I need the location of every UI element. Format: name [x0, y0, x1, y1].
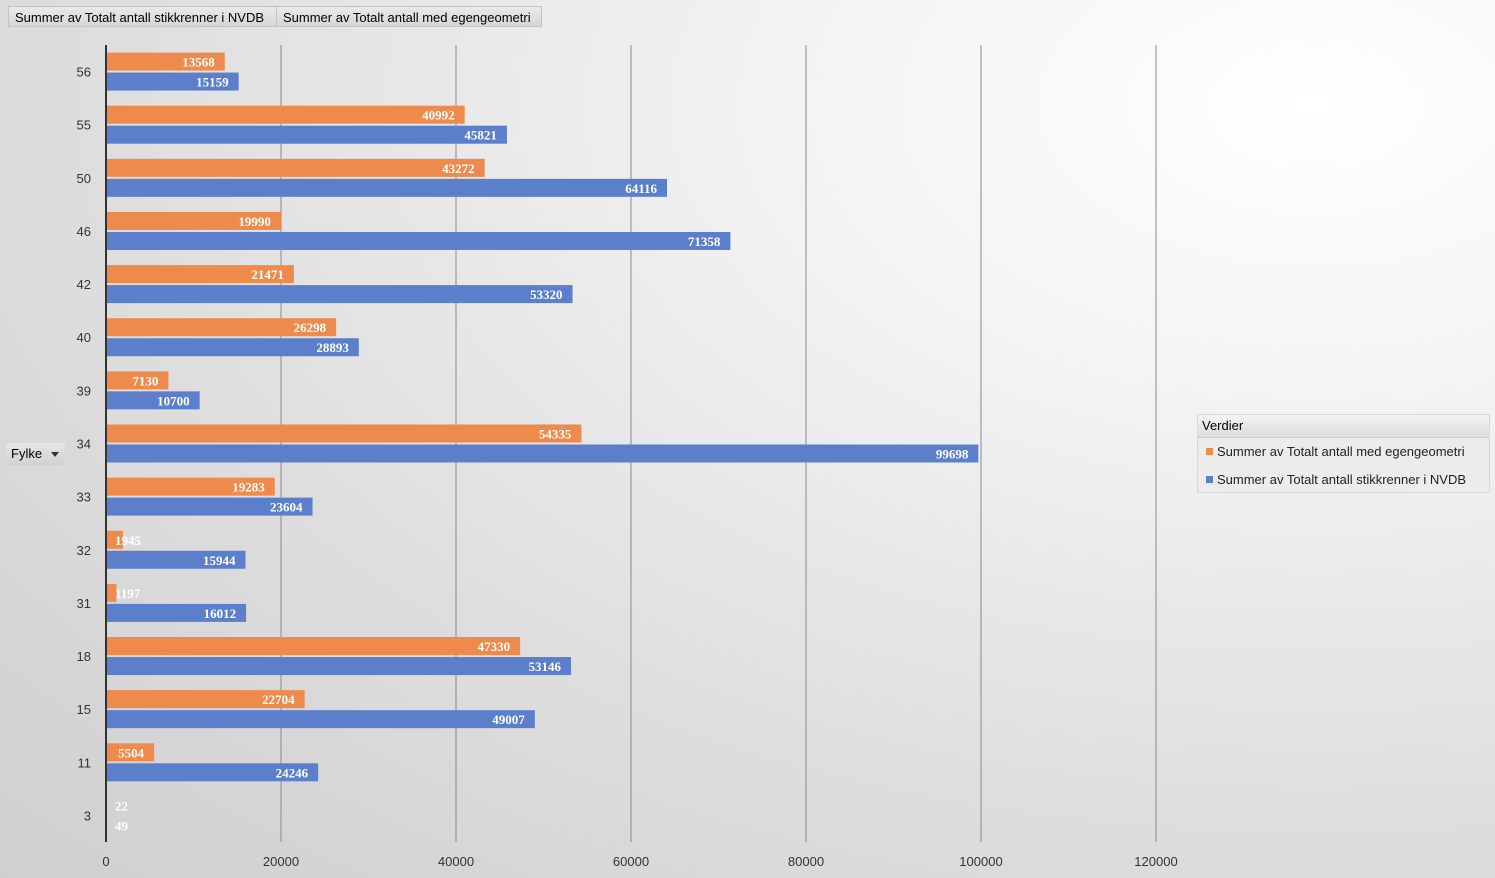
- bar: [106, 497, 313, 516]
- y-tick-label: 40: [77, 330, 91, 345]
- y-tick-label: 11: [78, 755, 92, 770]
- legend-item-egengeometri: Summer av Totalt antall med egengeometri: [1206, 444, 1465, 459]
- y-tick-label: 50: [77, 171, 91, 186]
- bar: [106, 424, 582, 443]
- y-tick-label: 32: [77, 543, 91, 558]
- data-label: 1945: [115, 533, 142, 548]
- x-tick-label: 120000: [1134, 854, 1177, 869]
- x-tick-label: 0: [102, 854, 109, 869]
- bar: [106, 211, 281, 230]
- data-label: 7130: [132, 373, 158, 388]
- y-tick-label: 46: [77, 224, 91, 239]
- x-tick-label: 100000: [959, 854, 1002, 869]
- data-label: 19990: [238, 214, 271, 229]
- field-button-egengeometri[interactable]: Summer av Totalt antall med egengeometri: [276, 6, 542, 27]
- bar: [106, 158, 485, 177]
- bar: [106, 637, 521, 656]
- bar: [106, 371, 169, 390]
- data-label: 22: [115, 798, 128, 813]
- data-label: 49: [115, 818, 129, 833]
- data-label: 21471: [251, 267, 284, 282]
- data-label: 40992: [422, 108, 455, 123]
- data-label: 24246: [276, 765, 309, 780]
- bar: [106, 550, 246, 569]
- bar: [106, 318, 337, 337]
- data-label: 19283: [232, 480, 265, 495]
- bar: [106, 710, 535, 729]
- y-tick-label: 33: [77, 490, 91, 505]
- x-tick-label: 40000: [438, 854, 474, 869]
- data-label: 45821: [464, 128, 497, 143]
- bar: [106, 657, 572, 676]
- data-label: 16012: [204, 606, 237, 621]
- x-tick-label: 60000: [613, 854, 649, 869]
- bar: [106, 52, 225, 71]
- data-label: 64116: [625, 181, 657, 196]
- bar: [106, 265, 294, 284]
- y-tick-label: 31: [77, 596, 91, 611]
- legend-title: Verdier: [1198, 415, 1489, 438]
- data-label: 28893: [316, 340, 349, 355]
- bar: [106, 444, 979, 463]
- y-tick-label: 56: [77, 65, 91, 80]
- y-tick-label: 15: [77, 702, 91, 717]
- field-button-stikkrenner[interactable]: Summer av Totalt antall stikkrenner i NV…: [8, 6, 277, 27]
- x-tick-label: 20000: [263, 854, 299, 869]
- data-label: 15159: [196, 75, 229, 90]
- bar: [106, 743, 155, 762]
- y-tick-label: 18: [77, 649, 91, 664]
- bar: [106, 285, 573, 304]
- y-tick-label: 3: [84, 808, 91, 823]
- data-label: 99698: [936, 447, 969, 462]
- y-tick-label: 34: [77, 437, 91, 452]
- data-label: 22704: [262, 692, 295, 707]
- bar: [106, 125, 507, 144]
- bar: [106, 583, 117, 602]
- data-label: 54335: [539, 427, 572, 442]
- legend-swatch-orange: [1206, 448, 1213, 455]
- chevron-down-icon: [51, 452, 59, 457]
- bar: [106, 72, 239, 91]
- y-tick-label: 42: [77, 277, 91, 292]
- data-label: 13568: [182, 55, 215, 70]
- bar: [106, 530, 124, 549]
- data-label: 43272: [442, 161, 475, 176]
- data-label: 53146: [529, 659, 562, 674]
- legend-item-label: Summer av Totalt antall stikkrenner i NV…: [1217, 472, 1467, 487]
- data-label: 53320: [530, 287, 563, 302]
- legend: Verdier Summer av Totalt antall med egen…: [1197, 414, 1490, 493]
- legend-item-label: Summer av Totalt antall med egengeometri: [1217, 444, 1465, 459]
- x-tick-label: 80000: [788, 854, 824, 869]
- data-label: 1197: [115, 586, 141, 601]
- bar: [106, 603, 247, 622]
- bar: [106, 391, 200, 410]
- data-label: 47330: [478, 639, 511, 654]
- data-label: 49007: [492, 712, 525, 727]
- bar: [106, 178, 668, 197]
- bar: [106, 338, 359, 357]
- data-label: 10700: [157, 393, 190, 408]
- bar: [106, 231, 731, 250]
- bar: [106, 690, 305, 709]
- data-label: 5504: [118, 745, 145, 760]
- bar: [106, 477, 275, 496]
- legend-item-nvdb: Summer av Totalt antall stikkrenner i NV…: [1206, 472, 1466, 487]
- data-label: 26298: [294, 320, 327, 335]
- bar: [106, 763, 319, 782]
- axis-field-button-fylke[interactable]: Fylke: [6, 443, 65, 465]
- data-label: 23604: [270, 500, 303, 515]
- y-tick-label: 39: [77, 383, 91, 398]
- y-tick-label: 55: [77, 118, 91, 133]
- data-label: 15944: [203, 553, 236, 568]
- axis-field-label: Fylke: [11, 446, 43, 461]
- legend-swatch-blue: [1206, 476, 1213, 483]
- bar: [106, 105, 465, 124]
- data-label: 71358: [688, 234, 721, 249]
